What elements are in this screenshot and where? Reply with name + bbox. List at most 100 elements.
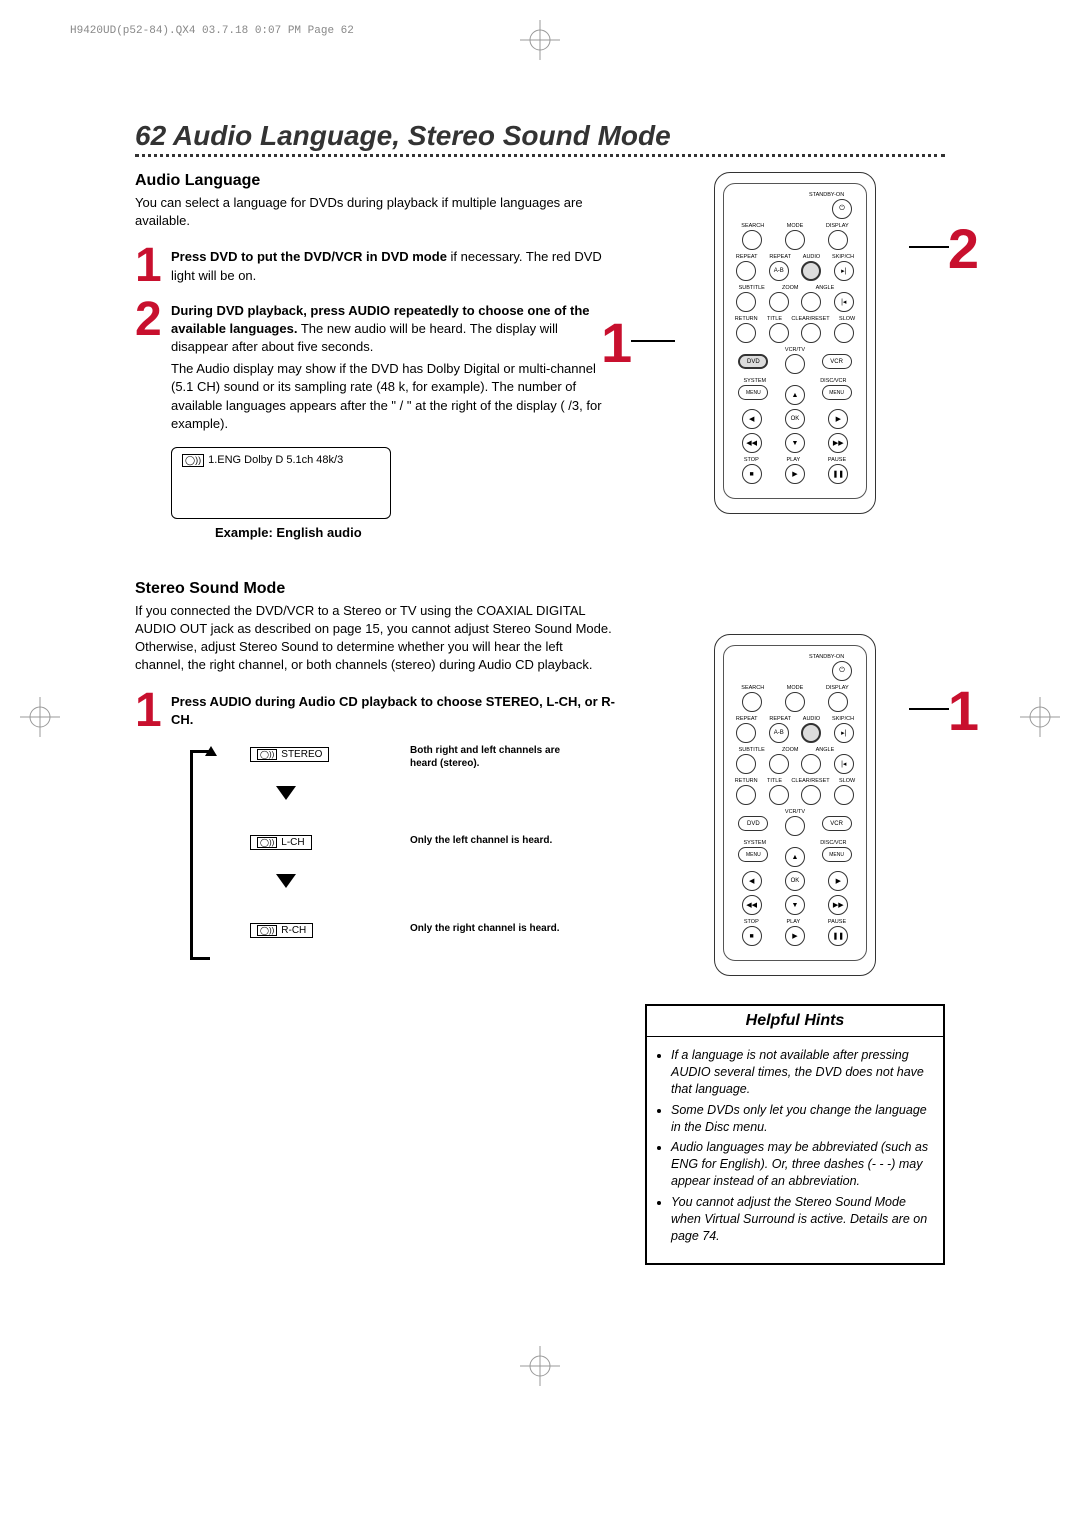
rlabel: VCR/TV — [785, 347, 805, 353]
rlabel: DISPLAY — [826, 685, 849, 691]
rlabel: SEARCH — [741, 685, 764, 691]
step-2: 2 During DVD playback, press AUDIO repea… — [135, 298, 615, 433]
skip-down-button: |◂ — [834, 292, 854, 312]
lch-osd: ◯)) L-CH — [250, 835, 312, 850]
audio-icon: ◯)) — [257, 749, 277, 760]
stereo-intro: If you connected the DVD/VCR to a Stereo… — [135, 602, 615, 675]
document-header: H9420UD(p52-84).QX4 03.7.18 0:07 PM Page… — [70, 25, 354, 37]
callout-line — [909, 708, 949, 710]
ff-button: ▶▶ — [828, 895, 848, 915]
rlabel: DISC/VCR — [820, 378, 846, 384]
clear-button — [801, 323, 821, 343]
standby-button: ⏻ — [832, 199, 852, 219]
rlabel: SUBTITLE — [739, 747, 765, 753]
rch-note: Only the right channel is heard. — [410, 922, 570, 935]
hint-item: If a language is not available after pre… — [671, 1047, 929, 1098]
rlabel: SEARCH — [741, 223, 764, 229]
rlabel: ANGLE — [816, 747, 835, 753]
angle-button — [801, 292, 821, 312]
crop-mark-icon — [20, 697, 60, 737]
vcr-button: VCR — [822, 816, 852, 831]
audio-icon: ◯)) — [257, 837, 277, 848]
play-button: ▶ — [785, 926, 805, 946]
title-text: Audio Language, Stereo Sound Mode — [173, 120, 671, 151]
helpful-hints-list: If a language is not available after pre… — [647, 1037, 943, 1263]
left-button: ◀ — [742, 409, 762, 429]
clear-button — [801, 785, 821, 805]
standby-button: ⏻ — [832, 661, 852, 681]
rlabel: CLEAR/RESET — [791, 778, 829, 784]
standby-label: STANDBY-ON — [809, 654, 844, 660]
rlabel: PAUSE — [828, 919, 846, 925]
callout-2: 2 — [948, 216, 979, 281]
rlabel: VCR/TV — [785, 809, 805, 815]
right-button: ▶ — [828, 871, 848, 891]
menu-button: MENU — [822, 385, 852, 400]
play-button: ▶ — [785, 464, 805, 484]
rlabel: MODE — [787, 685, 804, 691]
subtitle-button — [736, 754, 756, 774]
example-caption: Example: English audio — [215, 525, 615, 540]
step-1: 1 Press DVD to put the DVD/VCR in DVD mo… — [135, 244, 615, 287]
hint-item: Some DVDs only let you change the langua… — [671, 1102, 929, 1136]
zoom-button — [769, 754, 789, 774]
step-2-body: During DVD playback, press AUDIO repeate… — [171, 298, 615, 433]
audio-icon: ◯)) — [257, 925, 277, 936]
rlabel: PAUSE — [828, 457, 846, 463]
rlabel: RETURN — [735, 778, 758, 784]
right-button: ▶ — [828, 409, 848, 429]
skip-up-button: ▸| — [834, 261, 854, 281]
arrow-down-icon — [276, 874, 296, 888]
rlabel: TITLE — [767, 316, 782, 322]
zoom-button — [769, 292, 789, 312]
skip-up-button: ▸| — [834, 723, 854, 743]
audio-language-heading: Audio Language — [135, 172, 615, 190]
skip-down-button: |◂ — [834, 754, 854, 774]
rlabel: MODE — [787, 223, 804, 229]
stereo-note: Both right and left channels are heard (… — [410, 744, 570, 770]
rlabel: PLAY — [786, 457, 800, 463]
title-button — [769, 785, 789, 805]
vcr-button: VCR — [822, 354, 852, 369]
rlabel: AUDIO — [803, 716, 820, 722]
rlabel: SYSTEM — [744, 840, 767, 846]
dvd-button: DVD — [738, 816, 768, 831]
ab-button: A-B — [769, 723, 789, 743]
pause-button: ❚❚ — [828, 464, 848, 484]
crop-mark-icon — [520, 20, 560, 60]
rlabel: SKIP/CH — [832, 716, 854, 722]
lch-label: L-CH — [281, 837, 304, 848]
rlabel: TITLE — [767, 778, 782, 784]
stereo-label: STEREO — [281, 749, 322, 760]
rlabel: DISC/VCR — [820, 840, 846, 846]
remote-control-diagram: STANDBY-ON ⏻ SEARCHMODEDISPLAY REPEATREP… — [714, 634, 876, 976]
rlabel: ZOOM — [782, 747, 799, 753]
menu-button: MENU — [738, 385, 768, 400]
rlabel: REPEAT — [736, 716, 758, 722]
menu-button: MENU — [822, 847, 852, 862]
helpful-hints-title: Helpful Hints — [647, 1006, 943, 1037]
step-1-body: Press DVD to put the DVD/VCR in DVD mode… — [171, 244, 615, 287]
step-1-bold: Press DVD to put the DVD/VCR in DVD mode — [171, 249, 447, 264]
down-button: ▼ — [785, 433, 805, 453]
stereo-step-1-body: Press AUDIO during Audio CD playback to … — [171, 689, 615, 732]
return-button — [736, 323, 756, 343]
up-button: ▲ — [785, 847, 805, 867]
search-button — [742, 692, 762, 712]
stereo-step-1-bold: Press AUDIO during Audio CD playback to … — [171, 694, 615, 727]
stereo-cycle-diagram: ◯)) STEREO Both right and left channels a… — [190, 744, 590, 974]
page-number: 62 — [135, 120, 166, 151]
return-button — [736, 785, 756, 805]
callout-line — [909, 246, 949, 248]
osd-text: 1.ENG Dolby D 5.1ch 48k/3 — [208, 454, 343, 466]
cycle-bracket — [190, 750, 210, 960]
rlabel: ZOOM — [782, 285, 799, 291]
callout-1: 1 — [948, 678, 979, 743]
step-number-icon: 2 — [135, 298, 171, 433]
left-button: ◀ — [742, 871, 762, 891]
rlabel: SYSTEM — [744, 378, 767, 384]
rew-button: ◀◀ — [742, 433, 762, 453]
rch-label: R-CH — [281, 925, 306, 936]
slow-button — [834, 323, 854, 343]
rlabel: SUBTITLE — [739, 285, 765, 291]
